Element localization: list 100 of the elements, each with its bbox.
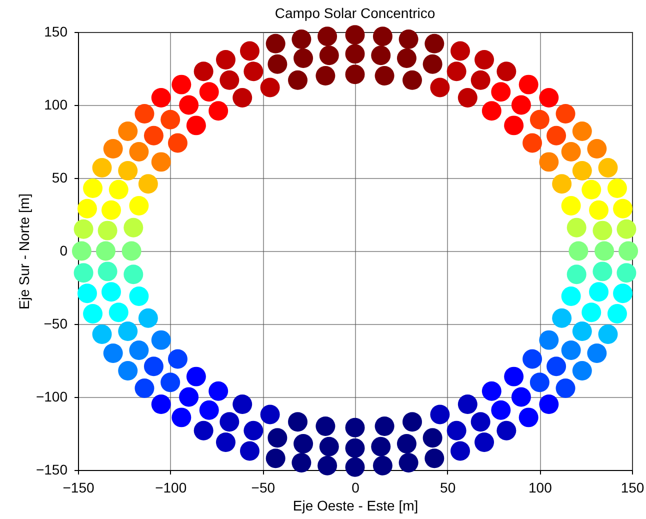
point bbox=[160, 372, 180, 392]
point bbox=[208, 381, 228, 401]
point bbox=[129, 196, 149, 216]
point bbox=[244, 420, 264, 440]
point bbox=[124, 264, 144, 284]
point bbox=[491, 82, 511, 102]
y-tick-label: 100 bbox=[44, 96, 68, 112]
x-tick-label: −50 bbox=[251, 480, 276, 496]
point bbox=[260, 404, 280, 424]
point bbox=[491, 400, 511, 420]
point bbox=[179, 95, 199, 115]
point bbox=[446, 420, 466, 440]
x-tick-label: −100 bbox=[155, 480, 187, 496]
point bbox=[220, 70, 240, 90]
point bbox=[582, 180, 602, 200]
x-tick-label: −150 bbox=[62, 480, 94, 496]
point bbox=[199, 82, 219, 102]
point bbox=[504, 116, 524, 136]
y-tick-label: 0 bbox=[60, 242, 68, 258]
point bbox=[552, 308, 572, 328]
point bbox=[546, 126, 566, 146]
point bbox=[566, 218, 586, 238]
point bbox=[208, 101, 228, 121]
point bbox=[118, 322, 138, 342]
point bbox=[546, 356, 566, 376]
point bbox=[458, 394, 478, 414]
point bbox=[522, 349, 542, 369]
point bbox=[179, 387, 199, 407]
point bbox=[458, 88, 478, 108]
point bbox=[118, 160, 138, 180]
point bbox=[511, 95, 531, 115]
point bbox=[98, 262, 118, 282]
x-tick-label: 150 bbox=[620, 480, 644, 496]
x-tick-label: 100 bbox=[528, 480, 552, 496]
point bbox=[530, 110, 550, 130]
point bbox=[430, 78, 450, 98]
point bbox=[539, 152, 559, 172]
x-tick-label: 50 bbox=[440, 480, 456, 496]
point bbox=[582, 302, 602, 322]
point bbox=[552, 174, 572, 194]
point bbox=[592, 220, 612, 240]
point bbox=[186, 116, 206, 136]
point bbox=[482, 381, 502, 401]
point bbox=[168, 349, 188, 369]
point bbox=[144, 356, 164, 376]
point bbox=[101, 200, 121, 220]
point bbox=[568, 241, 588, 261]
point bbox=[561, 340, 581, 360]
point bbox=[470, 412, 490, 432]
point bbox=[589, 200, 609, 220]
point bbox=[430, 404, 450, 424]
point bbox=[260, 78, 280, 98]
point bbox=[160, 110, 180, 130]
point bbox=[572, 322, 592, 342]
point bbox=[592, 262, 612, 282]
point bbox=[522, 133, 542, 153]
y-axis-title: Eje Sur - Norte [m] bbox=[16, 194, 32, 310]
point bbox=[199, 400, 219, 420]
point bbox=[530, 372, 550, 392]
point bbox=[138, 174, 158, 194]
point bbox=[566, 264, 586, 284]
point bbox=[539, 330, 559, 350]
point bbox=[572, 160, 592, 180]
point bbox=[129, 340, 149, 360]
point bbox=[151, 152, 171, 172]
point bbox=[144, 126, 164, 146]
point bbox=[98, 220, 118, 240]
point bbox=[151, 330, 171, 350]
point bbox=[122, 241, 142, 261]
point bbox=[129, 286, 149, 306]
x-tick-label: 0 bbox=[352, 480, 360, 496]
point bbox=[589, 282, 609, 302]
point bbox=[232, 394, 252, 414]
point bbox=[129, 142, 149, 162]
point bbox=[186, 366, 206, 386]
point bbox=[446, 62, 466, 82]
point bbox=[504, 366, 524, 386]
point bbox=[232, 88, 252, 108]
y-tick-label: 50 bbox=[52, 170, 68, 186]
point bbox=[561, 196, 581, 216]
y-tick-label: −150 bbox=[36, 462, 68, 478]
point bbox=[511, 387, 531, 407]
point bbox=[220, 412, 240, 432]
chart-title: Campo Solar Concentrico bbox=[274, 5, 436, 21]
y-tick-label: −100 bbox=[36, 388, 68, 404]
point bbox=[101, 282, 121, 302]
point bbox=[482, 101, 502, 121]
point bbox=[108, 180, 128, 200]
point bbox=[124, 218, 144, 238]
point bbox=[108, 302, 128, 322]
x-axis-title: Eje Oeste - Este [m] bbox=[292, 498, 418, 514]
point bbox=[561, 142, 581, 162]
point bbox=[138, 308, 158, 328]
point bbox=[96, 241, 116, 261]
point bbox=[561, 286, 581, 306]
point bbox=[244, 62, 264, 82]
y-tick-label: 150 bbox=[44, 24, 68, 40]
point bbox=[168, 133, 188, 153]
y-tick-label: −50 bbox=[44, 316, 68, 332]
point bbox=[594, 241, 614, 261]
